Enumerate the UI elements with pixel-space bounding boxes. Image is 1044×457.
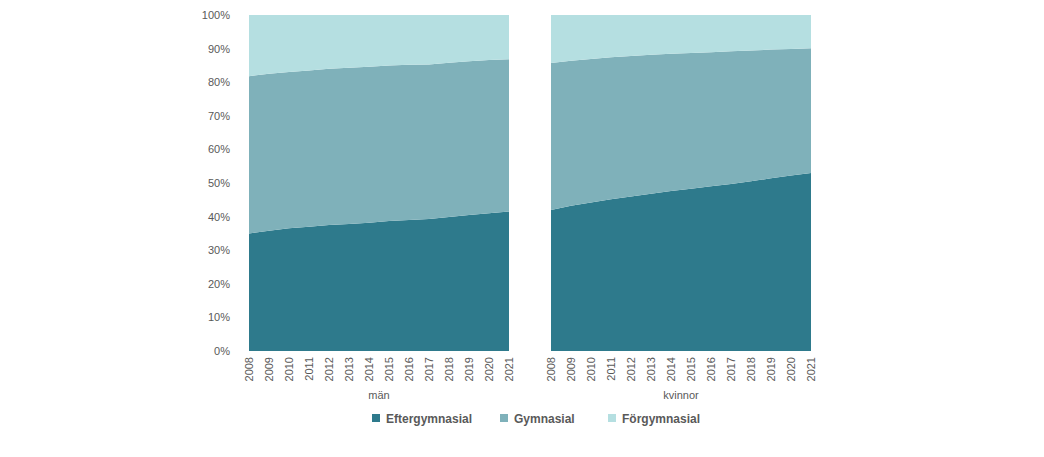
x-axis-label: kvinnor [663, 389, 699, 401]
y-tick-label: 20% [208, 278, 230, 290]
x-tick-label: 2008 [545, 357, 557, 381]
x-tick-label: 2008 [243, 357, 255, 381]
y-tick-label: 100% [202, 9, 230, 21]
area-segment: Gymnasial [551, 48, 811, 210]
x-tick-label: 2017 [423, 357, 435, 381]
x-tick-label: 2019 [765, 357, 777, 381]
y-tick-label: 50% [208, 177, 230, 189]
legend-swatch [500, 414, 508, 422]
legend-label: Förgymnasial [622, 412, 700, 426]
x-tick-label: 2016 [403, 357, 415, 381]
x-tick-label: 2013 [645, 357, 657, 381]
x-tick-label: 2021 [503, 357, 515, 381]
y-tick-label: 80% [208, 76, 230, 88]
x-tick-label: 2012 [625, 357, 637, 381]
x-tick-label: 2009 [565, 357, 577, 381]
chart: EftergymnasialGymnasialFörgymnasial0%10%… [0, 0, 1044, 457]
x-tick-label: 2013 [343, 357, 355, 381]
x-axis-label: män [368, 389, 389, 401]
y-tick-label: 40% [208, 211, 230, 223]
plot-area: EftergymnasialGymnasialFörgymnasial [249, 15, 509, 351]
area-segment: Förgymnasial [551, 15, 811, 63]
y-tick-label: 90% [208, 43, 230, 55]
x-tick-label: 2017 [725, 357, 737, 381]
x-tick-label: 2009 [263, 357, 275, 381]
x-tick-label: 2015 [685, 357, 697, 381]
legend-label: Eftergymnasial [386, 412, 472, 426]
x-tick-label: 2011 [605, 357, 617, 381]
y-tick-label: 60% [208, 143, 230, 155]
area-segment: Eftergymnasial [249, 212, 509, 351]
legend-label: Gymnasial [514, 412, 575, 426]
y-tick-label: 70% [208, 110, 230, 122]
x-tick-label: 2014 [665, 357, 677, 381]
x-tick-label: 2018 [443, 357, 455, 381]
legend-swatch [372, 414, 380, 422]
x-tick-label: 2019 [463, 357, 475, 381]
x-tick-label: 2012 [323, 357, 335, 381]
x-tick-label: 2020 [483, 357, 495, 381]
area-segment: Gymnasial [249, 59, 509, 233]
x-tick-label: 2016 [705, 357, 717, 381]
x-tick-label: 2021 [805, 357, 817, 381]
y-tick-label: 10% [208, 311, 230, 323]
x-tick-label: 2020 [785, 357, 797, 381]
x-tick-label: 2011 [303, 357, 315, 381]
x-tick-label: 2014 [363, 357, 375, 381]
y-tick-label: 0% [214, 345, 230, 357]
x-tick-label: 2010 [585, 357, 597, 381]
legend-swatch [608, 414, 616, 422]
x-tick-label: 2010 [283, 357, 295, 381]
plot-area: EftergymnasialGymnasialFörgymnasial [551, 15, 811, 351]
area-segment: Förgymnasial [249, 15, 509, 76]
x-tick-label: 2015 [383, 357, 395, 381]
y-tick-label: 30% [208, 244, 230, 256]
x-tick-label: 2018 [745, 357, 757, 381]
